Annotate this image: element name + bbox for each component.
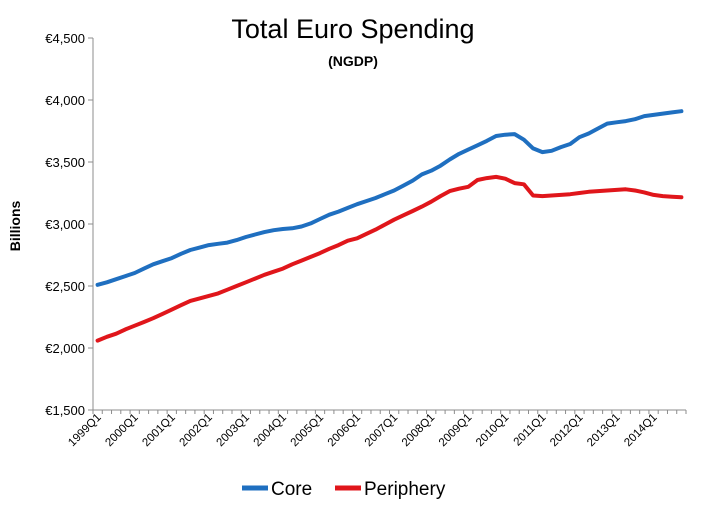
legend-label-periphery: Periphery: [364, 479, 446, 500]
x-tick-label: 2002Q1: [178, 412, 215, 449]
x-tick-label: 2005Q1: [289, 412, 326, 449]
y-tick-label: €2,500: [45, 279, 85, 294]
x-tick-label: 2008Q1: [400, 412, 437, 449]
x-tick-label: 2011Q1: [512, 412, 549, 449]
y-tick-label: €3,000: [45, 217, 85, 232]
x-tick-label: 2000Q1: [103, 412, 140, 449]
x-tick-label: 2003Q1: [215, 412, 252, 449]
x-tick-label: 2013Q1: [585, 412, 622, 449]
x-tick-label: 2001Q1: [140, 412, 177, 449]
series-lines: [95, 109, 684, 343]
legend: Core Periphery: [242, 479, 446, 500]
x-tick-label: 2004Q1: [252, 412, 289, 449]
x-tick-label: 2007Q1: [363, 412, 400, 449]
y-tick-label: €3,500: [45, 155, 85, 170]
x-tick-label: 2006Q1: [326, 412, 363, 449]
chart-subtitle: (NGDP): [328, 53, 378, 69]
y-tick-labels: €1,500 €2,000 €2,500 €3,000 €3,500 €4,000 €4,5…: [45, 31, 93, 418]
x-tick-label: 2009Q1: [437, 412, 474, 449]
y-axis-label: Billions: [7, 201, 23, 252]
y-tick-label: €1,500: [45, 403, 85, 418]
x-tick-labels: 1999Q1 2000Q1 2001Q1 2002Q1 2003Q1 2004Q1 2005…: [66, 410, 687, 449]
x-tick-label: 2012Q1: [548, 412, 585, 449]
x-tick-label: 2014Q1: [622, 412, 659, 449]
y-tick-label: €4,500: [45, 31, 85, 46]
y-tick-label: €2,000: [45, 341, 85, 356]
series-line-core: [95, 109, 684, 287]
x-tick-label: 2010Q1: [474, 412, 511, 449]
chart-title: Total Euro Spending: [231, 14, 474, 44]
series-line-periphery: [95, 174, 684, 343]
y-tick-label: €4,000: [45, 93, 85, 108]
legend-label-core: Core: [271, 479, 312, 500]
